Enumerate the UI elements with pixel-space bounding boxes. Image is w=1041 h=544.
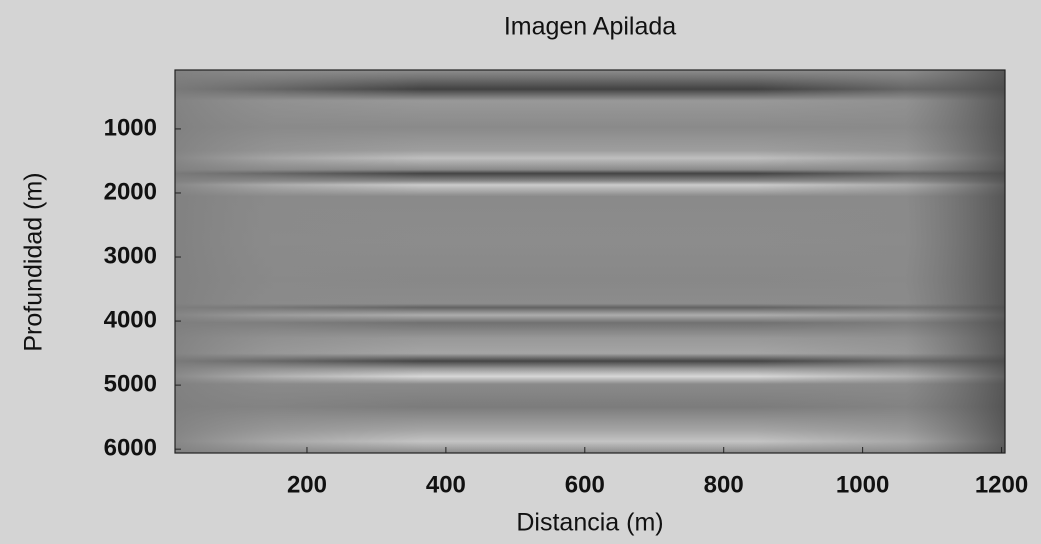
x-tick-label: 400: [426, 471, 466, 498]
x-tick-label: 200: [287, 471, 327, 498]
y-tick-label: 4000: [104, 306, 157, 333]
y-tick-label: 1000: [104, 114, 157, 141]
y-tick-label: 3000: [104, 242, 157, 269]
chart-title: Imagen Apilada: [504, 13, 676, 41]
y-tick-label: 6000: [104, 435, 157, 462]
x-axis-label: Distancia (m): [516, 509, 663, 537]
seismic-image: [175, 70, 1005, 453]
y-tick-label: 2000: [104, 178, 157, 205]
x-tick-label: 600: [565, 471, 605, 498]
y-axis-label: Profundidad (m): [20, 172, 48, 351]
x-tick-label: 1200: [975, 471, 1028, 498]
x-tick-label: 800: [704, 471, 744, 498]
plot-frame: [174, 69, 1006, 454]
y-tick-label: 5000: [104, 370, 157, 397]
x-tick-label: 1000: [836, 471, 889, 498]
